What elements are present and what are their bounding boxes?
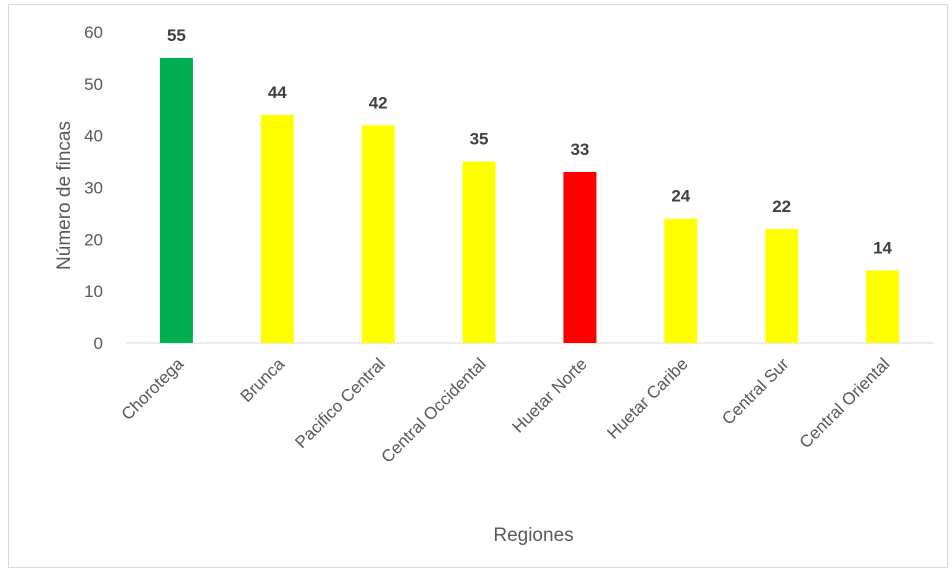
y-tick-label: 50 xyxy=(84,75,103,94)
y-tick-label: 30 xyxy=(84,179,103,198)
x-axis-title: Regiones xyxy=(493,525,573,546)
bar xyxy=(260,114,294,343)
axis-layer: 0 10 20 30 40 50 60 xyxy=(84,23,933,353)
y-tick-label: 10 xyxy=(84,282,103,301)
y-tick-label: 60 xyxy=(84,23,103,42)
category-label: Central Oriental xyxy=(796,354,894,452)
category-label: Chorotega xyxy=(118,354,188,424)
y-tick-label: 20 xyxy=(84,230,103,249)
y-tick-label: 40 xyxy=(84,127,103,146)
bar xyxy=(462,161,496,343)
data-label: 44 xyxy=(268,83,287,102)
data-label: 14 xyxy=(873,238,892,257)
category-label: Brunca xyxy=(237,354,289,406)
category-label: Central Occidental xyxy=(378,354,490,466)
category-label: Huetar Norte xyxy=(509,354,591,436)
bar xyxy=(765,228,799,343)
category-label: Central Sur xyxy=(718,354,792,428)
bar xyxy=(866,270,900,343)
bar-layer xyxy=(159,57,900,344)
data-label: 22 xyxy=(772,197,791,216)
bar xyxy=(664,218,698,343)
y-axis-title: Número de fincas xyxy=(54,121,75,270)
data-label: 33 xyxy=(570,140,589,159)
data-label: 42 xyxy=(369,93,388,112)
data-label: 55 xyxy=(167,26,186,45)
data-label: 24 xyxy=(671,187,690,206)
data-label: 35 xyxy=(470,130,489,149)
y-tick-label: 0 xyxy=(94,334,103,353)
chart-area: 0 10 20 30 40 50 60 55 Chorotega 44 Brunca 42 Pacif… xyxy=(8,4,948,568)
category-label: Huetar Caribe xyxy=(603,354,691,442)
bar xyxy=(159,57,193,344)
bar xyxy=(361,125,395,343)
category-label: Pacifico Central xyxy=(291,354,389,452)
bar-chart: 0 10 20 30 40 50 60 55 Chorotega 44 Brunca 42 Pacif… xyxy=(54,23,933,546)
bar xyxy=(563,171,597,343)
